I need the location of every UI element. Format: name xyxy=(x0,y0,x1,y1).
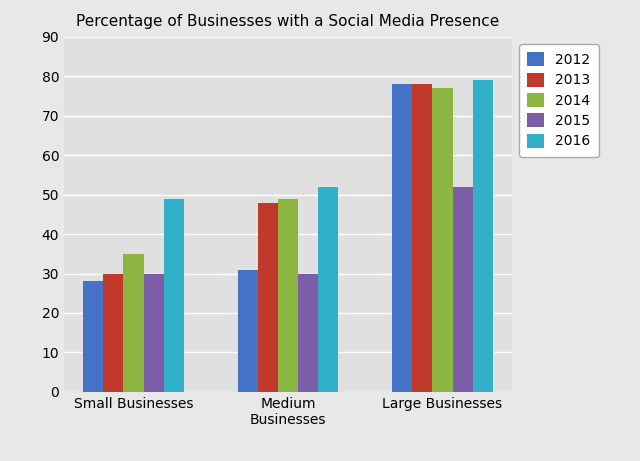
Bar xyxy=(258,202,278,392)
Bar xyxy=(124,254,143,392)
Bar xyxy=(472,80,493,392)
Bar xyxy=(392,84,412,392)
Bar xyxy=(452,187,472,392)
Bar xyxy=(318,187,338,392)
Bar xyxy=(143,273,164,392)
Legend: 2012, 2013, 2014, 2015, 2016: 2012, 2013, 2014, 2015, 2016 xyxy=(519,44,598,157)
Bar xyxy=(164,199,184,392)
Bar xyxy=(433,88,452,392)
Title: Percentage of Businesses with a Social Media Presence: Percentage of Businesses with a Social M… xyxy=(76,14,500,29)
Bar xyxy=(104,273,124,392)
Bar xyxy=(83,281,104,392)
Bar xyxy=(412,84,433,392)
Bar xyxy=(298,273,318,392)
Bar xyxy=(238,270,258,392)
Bar xyxy=(278,199,298,392)
